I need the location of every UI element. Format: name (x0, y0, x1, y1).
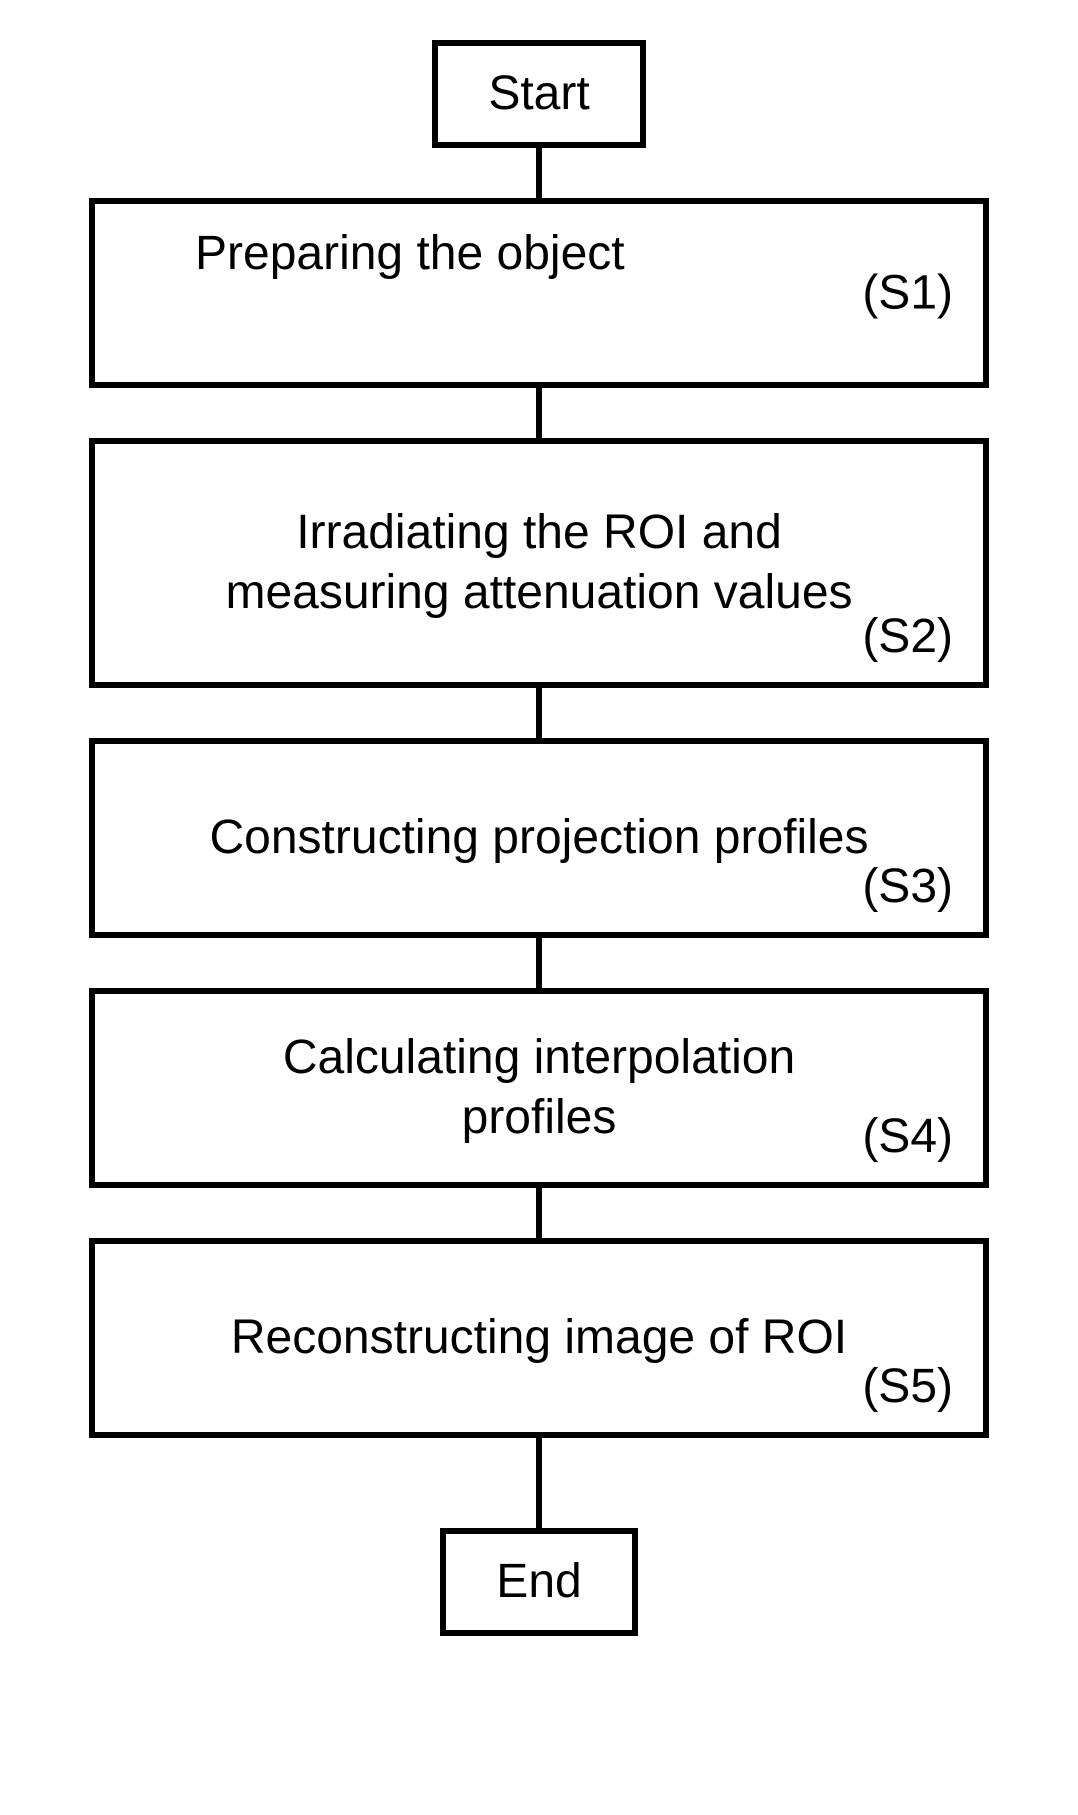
end-node: End (440, 1528, 637, 1636)
step-s5-label: (S5) (862, 1359, 953, 1414)
step-s1-text: Preparing the object (125, 224, 953, 284)
step-s1-label: (S1) (862, 266, 953, 321)
step-s3-text: Constructing projection profiles (125, 808, 953, 868)
step-s2: Irradiating the ROI and measuring attenu… (89, 438, 989, 688)
connector (536, 1188, 542, 1238)
step-s3-label: (S3) (862, 859, 953, 914)
start-label: Start (488, 64, 589, 124)
step-s4: Calculating interpolation profiles (S4) (89, 988, 989, 1188)
step-s4-label: (S4) (862, 1109, 953, 1164)
connector (536, 688, 542, 738)
flowchart-container: Start Preparing the object (S1) Irradiat… (89, 40, 989, 1636)
connector (536, 148, 542, 198)
start-node: Start (432, 40, 645, 148)
connector (536, 388, 542, 438)
step-s4-text: Calculating interpolation profiles (125, 1028, 953, 1148)
connector (536, 1438, 542, 1528)
step-s1: Preparing the object (S1) (89, 198, 989, 388)
step-s3: Constructing projection profiles (S3) (89, 738, 989, 938)
end-label: End (496, 1552, 581, 1612)
step-s2-text: Irradiating the ROI and measuring attenu… (125, 503, 953, 623)
step-s2-label: (S2) (862, 609, 953, 664)
connector (536, 938, 542, 988)
step-s5-text: Reconstructing image of ROI (125, 1308, 953, 1368)
step-s5: Reconstructing image of ROI (S5) (89, 1238, 989, 1438)
